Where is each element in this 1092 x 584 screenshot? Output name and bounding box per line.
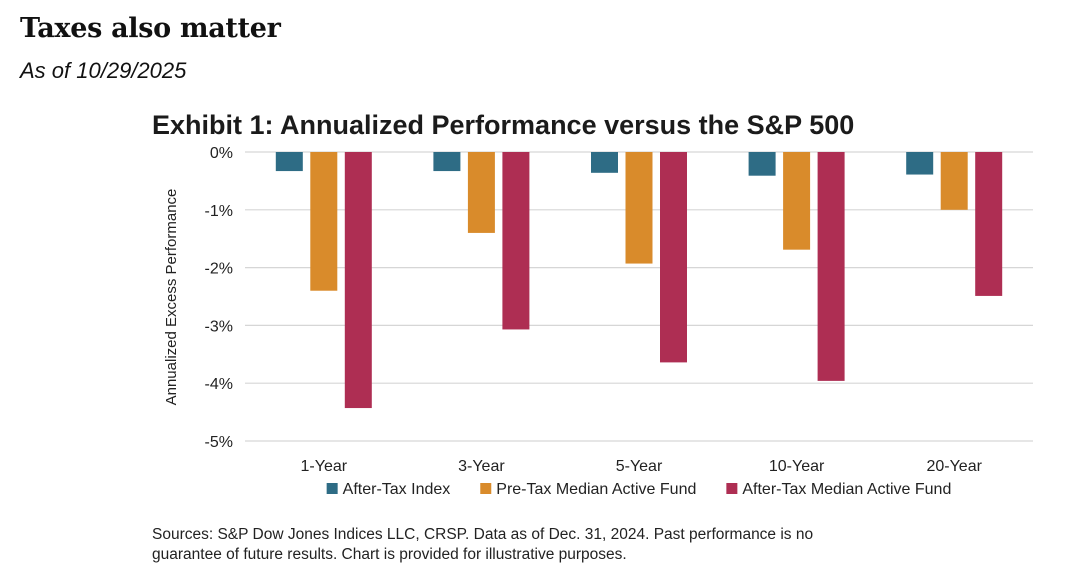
bar [748, 152, 776, 176]
y-tick-label: 0% [210, 145, 233, 162]
bar [906, 152, 934, 175]
legend-label: After-Tax Index [343, 481, 451, 498]
x-tick-label: 1-Year [301, 458, 348, 475]
bar [625, 152, 653, 264]
bar [660, 152, 687, 363]
bar [975, 152, 1003, 296]
y-tick-label: -5% [205, 434, 233, 451]
bar [940, 152, 968, 210]
legend-swatch [326, 483, 338, 494]
x-tick-label: 3-Year [458, 458, 505, 475]
bar [783, 152, 811, 250]
y-axis-label: Annualized Excess Performance [163, 189, 180, 406]
bar [817, 152, 845, 381]
y-tick-label: -4% [205, 376, 233, 393]
legend-label: Pre-Tax Median Active Fund [496, 481, 696, 498]
legend-swatch [726, 483, 738, 494]
sources-line-2: guarantee of future results. Chart is pr… [152, 546, 627, 563]
page-title: Taxes also matter [20, 13, 281, 44]
x-tick-label: 20-Year [926, 458, 982, 475]
x-tick-label: 5-Year [616, 458, 663, 475]
page-subtitle: As of 10/29/2025 [20, 58, 187, 83]
bar [275, 152, 303, 172]
bar [344, 152, 372, 409]
legend-label: After-Tax Median Active Fund [742, 481, 951, 498]
sources-line-1: Sources: S&P Dow Jones Indices LLC, CRSP… [152, 526, 814, 543]
y-tick-label: -2% [205, 261, 233, 278]
bar [502, 152, 530, 330]
bar [433, 152, 461, 172]
y-tick-label: -3% [205, 318, 233, 335]
bar [310, 152, 338, 291]
chart-title: Exhibit 1: Annualized Performance versus… [152, 110, 855, 140]
bar [591, 152, 618, 173]
y-tick-label: -1% [205, 203, 233, 220]
sources-note: Sources: S&P Dow Jones Indices LLC, CRSP… [152, 525, 1032, 565]
legend-swatch [480, 483, 492, 494]
bar [467, 152, 495, 233]
x-tick-label: 10-Year [769, 458, 825, 475]
